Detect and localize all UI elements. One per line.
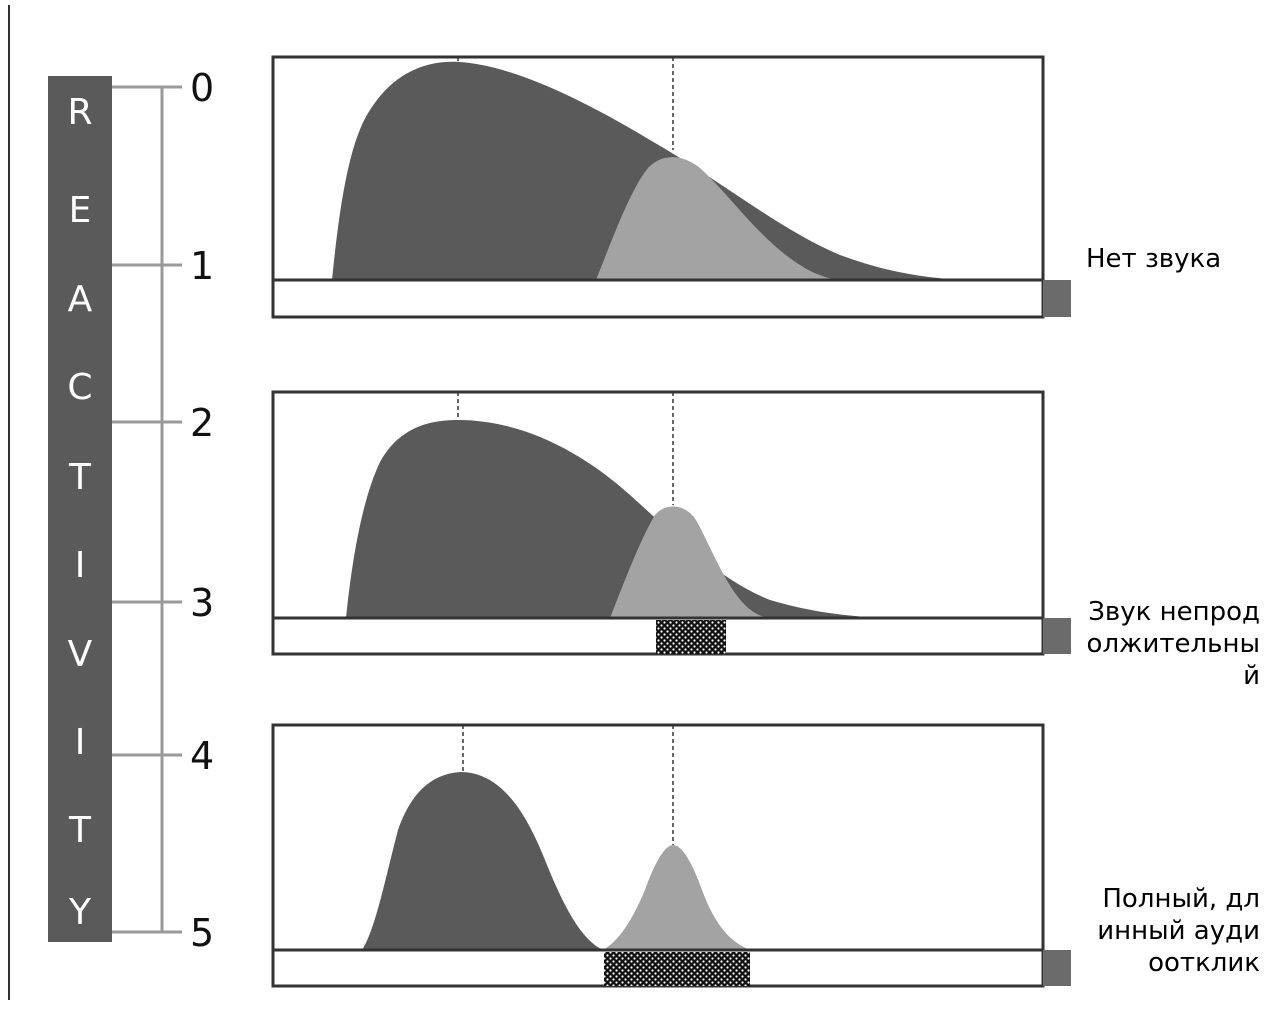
- sound-stimulus-block: [604, 952, 750, 986]
- reactivity-letter: Y: [68, 892, 92, 933]
- scale-tick-label: 3: [190, 581, 214, 625]
- reactivity-letter: C: [67, 367, 92, 408]
- reactivity-scale: 0 1 2 3 4 5: [112, 66, 214, 955]
- caption-full-response: Полный, длинный аудиоотклик: [1097, 884, 1260, 978]
- panel-side-marker: [1043, 618, 1071, 654]
- scale-tick-label: 1: [190, 244, 214, 288]
- reactivity-letter: T: [68, 810, 92, 851]
- secondary-wave-shape: [610, 506, 772, 618]
- panels: [271, 55, 1071, 988]
- reactivity-bar: [48, 76, 112, 942]
- reactivity-letter: R: [67, 92, 92, 133]
- secondary-wave-shape: [603, 845, 750, 950]
- panel-1: [271, 55, 1071, 319]
- primary-wave-shape: [362, 772, 603, 950]
- primary-wave-shape: [346, 420, 890, 618]
- reactivity-letter: V: [68, 634, 93, 675]
- scale-tick-label: 5: [190, 911, 214, 955]
- reactivity-letter: I: [75, 545, 86, 586]
- scale-tick-label: 4: [190, 734, 214, 778]
- reactivity-letter: A: [68, 279, 93, 320]
- sound-stimulus-block: [656, 620, 726, 654]
- reactivity-letter: I: [75, 722, 86, 763]
- panel-3: [271, 723, 1071, 988]
- reactivity-letter: T: [68, 457, 92, 498]
- caption-no-sound: Нет звука: [1086, 244, 1222, 274]
- panel-side-marker: [1043, 280, 1071, 317]
- panel-2: [271, 390, 1071, 656]
- panel-side-marker: [1043, 950, 1071, 986]
- caption-short-sound: Звук непродолжительный: [1086, 597, 1260, 691]
- scale-tick-label: 2: [190, 401, 214, 445]
- secondary-wave-shape: [596, 157, 840, 280]
- reactivity-letter: E: [69, 190, 92, 231]
- scale-tick-label: 0: [190, 66, 214, 110]
